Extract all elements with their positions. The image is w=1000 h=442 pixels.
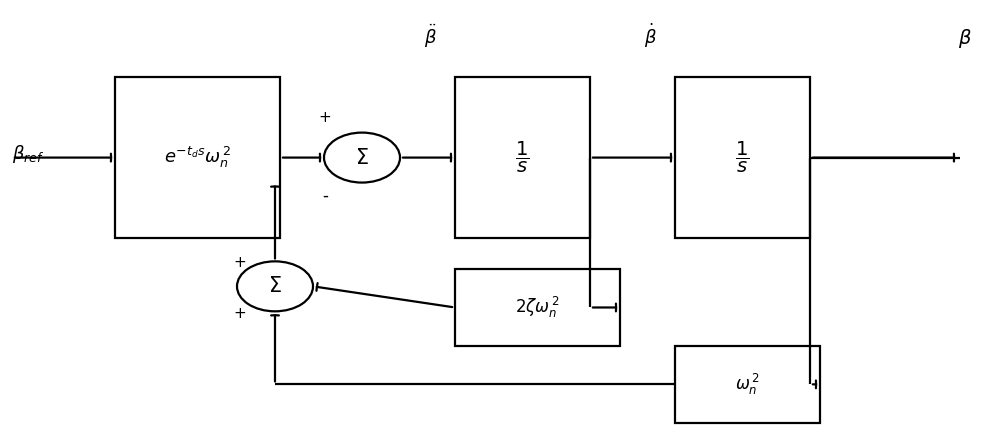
Bar <box>675 77 810 238</box>
Text: $\Sigma$: $\Sigma$ <box>355 148 369 168</box>
Text: $\omega_n^{\,2}$: $\omega_n^{\,2}$ <box>735 372 760 397</box>
Text: -: - <box>322 187 328 205</box>
Text: +: + <box>234 255 246 270</box>
Text: $\beta$: $\beta$ <box>958 27 972 50</box>
Text: $\dot{\beta}$: $\dot{\beta}$ <box>644 22 656 50</box>
Text: +: + <box>234 306 246 321</box>
Text: $\ddot{\beta}$: $\ddot{\beta}$ <box>424 23 436 50</box>
Text: $\Sigma$: $\Sigma$ <box>268 276 282 296</box>
Ellipse shape <box>237 261 313 311</box>
Bar <box>455 77 590 238</box>
Text: $\dfrac{1}{s}$: $\dfrac{1}{s}$ <box>515 140 530 175</box>
Text: $e^{-t_d s}\omega_n^{\,2}$: $e^{-t_d s}\omega_n^{\,2}$ <box>164 145 231 170</box>
Text: $\dfrac{1}{s}$: $\dfrac{1}{s}$ <box>735 140 750 175</box>
Bar <box>115 77 280 238</box>
Text: $2\zeta\omega_n^{\,2}$: $2\zeta\omega_n^{\,2}$ <box>515 295 560 320</box>
Bar <box>455 269 620 346</box>
Text: $\beta_{ref}$: $\beta_{ref}$ <box>12 143 44 165</box>
Bar <box>675 346 820 423</box>
Text: +: + <box>319 110 331 125</box>
Ellipse shape <box>324 133 400 183</box>
